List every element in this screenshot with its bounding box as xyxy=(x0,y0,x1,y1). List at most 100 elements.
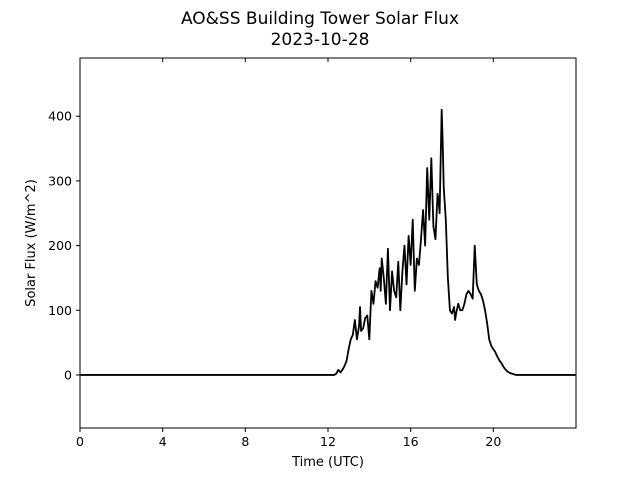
data-point xyxy=(478,290,480,292)
y-tick-label: 0 xyxy=(64,367,72,382)
data-point xyxy=(397,261,399,263)
y-tick-label: 400 xyxy=(48,109,72,124)
data-point xyxy=(389,309,391,311)
data-point xyxy=(463,303,465,305)
data-point xyxy=(480,293,482,295)
data-point xyxy=(515,374,517,376)
data-point xyxy=(362,327,364,329)
data-point xyxy=(370,290,372,292)
data-point xyxy=(432,225,434,227)
data-point xyxy=(399,309,401,311)
data-point xyxy=(385,303,387,305)
data-point xyxy=(391,270,393,273)
data-point xyxy=(443,186,445,188)
data-point xyxy=(488,338,490,340)
data-point xyxy=(442,141,444,143)
data-point xyxy=(542,374,544,376)
data-point xyxy=(337,369,339,371)
data-point xyxy=(455,312,457,315)
data-point xyxy=(424,244,426,247)
data-point xyxy=(486,322,488,324)
data-point xyxy=(534,374,536,376)
data-point xyxy=(523,374,525,376)
data-point xyxy=(393,290,395,292)
data-point xyxy=(428,219,430,221)
data-point xyxy=(416,257,418,260)
data-point xyxy=(420,238,422,240)
data-point xyxy=(494,351,496,353)
data-point xyxy=(436,193,439,195)
data-point xyxy=(434,238,437,240)
data-point xyxy=(482,299,484,302)
data-point xyxy=(496,356,499,358)
data-point xyxy=(412,219,414,221)
data-point xyxy=(354,319,356,321)
data-point xyxy=(503,366,505,368)
data-point xyxy=(339,371,341,373)
data-point xyxy=(368,338,370,340)
data-point xyxy=(474,244,476,247)
data-point xyxy=(472,298,474,300)
data-point xyxy=(511,373,513,375)
data-point xyxy=(501,362,503,364)
data-point xyxy=(449,309,451,311)
data-point xyxy=(527,374,530,376)
series-line xyxy=(80,108,576,376)
data-point xyxy=(505,369,507,371)
y-tick-label: 200 xyxy=(48,238,72,253)
data-point xyxy=(352,334,354,336)
data-point xyxy=(359,306,361,308)
data-point xyxy=(381,257,383,260)
data-point xyxy=(358,325,360,328)
plot-frame xyxy=(79,57,577,429)
data-point xyxy=(467,290,470,292)
data-point xyxy=(509,372,511,374)
chart-subtitle: 2023-10-28 xyxy=(271,30,370,50)
data-point xyxy=(348,348,350,350)
data-point xyxy=(465,293,468,295)
data-point xyxy=(453,306,455,308)
data-point xyxy=(525,374,528,376)
data-point xyxy=(379,267,381,269)
data-point xyxy=(529,374,532,376)
data-point xyxy=(408,235,410,237)
data-point xyxy=(372,303,375,305)
data-point xyxy=(554,374,556,376)
data-point xyxy=(377,287,379,289)
data-point xyxy=(387,248,389,250)
data-point xyxy=(405,283,408,285)
data-point xyxy=(350,338,352,340)
data-point xyxy=(430,157,432,159)
y-tick-label: 100 xyxy=(48,303,72,318)
x-tick-label: 0 xyxy=(76,434,84,449)
data-point xyxy=(454,319,456,321)
data-point xyxy=(360,330,362,332)
data-point xyxy=(422,209,424,211)
x-tick-label: 20 xyxy=(485,434,501,449)
data-point xyxy=(335,373,337,375)
data-point xyxy=(498,360,501,362)
data-point xyxy=(437,199,440,201)
data-point xyxy=(383,277,385,279)
y-axis-label: Solar Flux (W/m^2) xyxy=(24,179,39,307)
data-point xyxy=(459,309,461,311)
data-point xyxy=(513,373,515,375)
data-point xyxy=(439,212,441,214)
data-point xyxy=(490,345,492,347)
data-point xyxy=(414,290,416,292)
data-point xyxy=(517,374,519,376)
x-tick-label: 4 xyxy=(159,434,167,449)
x-tick-label: 8 xyxy=(241,434,249,449)
x-tick-label: 16 xyxy=(403,434,419,449)
x-tick-label: 12 xyxy=(320,434,336,449)
data-point xyxy=(519,374,521,376)
data-point xyxy=(457,303,459,305)
data-point xyxy=(418,264,420,266)
data-point xyxy=(356,338,358,340)
data-point xyxy=(538,374,540,376)
data-point xyxy=(343,365,346,367)
data-point xyxy=(445,219,447,221)
data-point xyxy=(461,309,463,311)
data-point xyxy=(484,309,486,311)
